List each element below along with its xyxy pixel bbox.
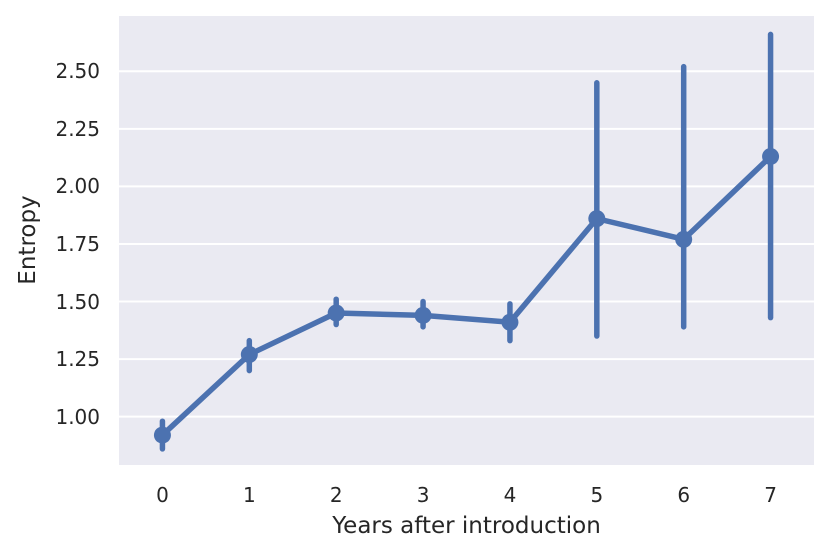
data-point-0 [153, 426, 171, 444]
y-axis-title: Entropy [15, 195, 41, 285]
data-point-2 [327, 304, 345, 322]
x-tick-label-4: 4 [503, 483, 517, 507]
x-tick-label-2: 2 [329, 483, 343, 507]
y-tick-label-1.00: 1.00 [55, 404, 100, 429]
plot-area [119, 16, 814, 465]
data-point-3 [414, 306, 432, 324]
data-point-5 [588, 210, 606, 228]
data-point-4 [501, 313, 519, 331]
x-tick-label-5: 5 [590, 483, 604, 507]
x-tick-label-0: 0 [156, 483, 169, 507]
data-point-1 [240, 345, 258, 363]
data-point-6 [675, 230, 693, 248]
x-tick-label-6: 6 [677, 483, 691, 507]
x-tick-label-7: 7 [764, 483, 777, 507]
y-tick-label-1.50: 1.50 [55, 289, 100, 314]
y-tick-label-2.25: 2.25 [55, 116, 100, 141]
y-tick-label-2.50: 2.50 [55, 59, 100, 84]
x-tick-label-3: 3 [416, 483, 430, 507]
y-tick-label-2.00: 2.00 [55, 174, 100, 199]
trend-line [159, 153, 774, 438]
x-tick-label-1: 1 [242, 483, 256, 507]
y-tick-label-1.25: 1.25 [55, 347, 100, 372]
x-axis-title: Years after introduction [332, 513, 601, 539]
data-point-7 [762, 147, 780, 165]
y-tick-label-1.75: 1.75 [55, 231, 100, 256]
